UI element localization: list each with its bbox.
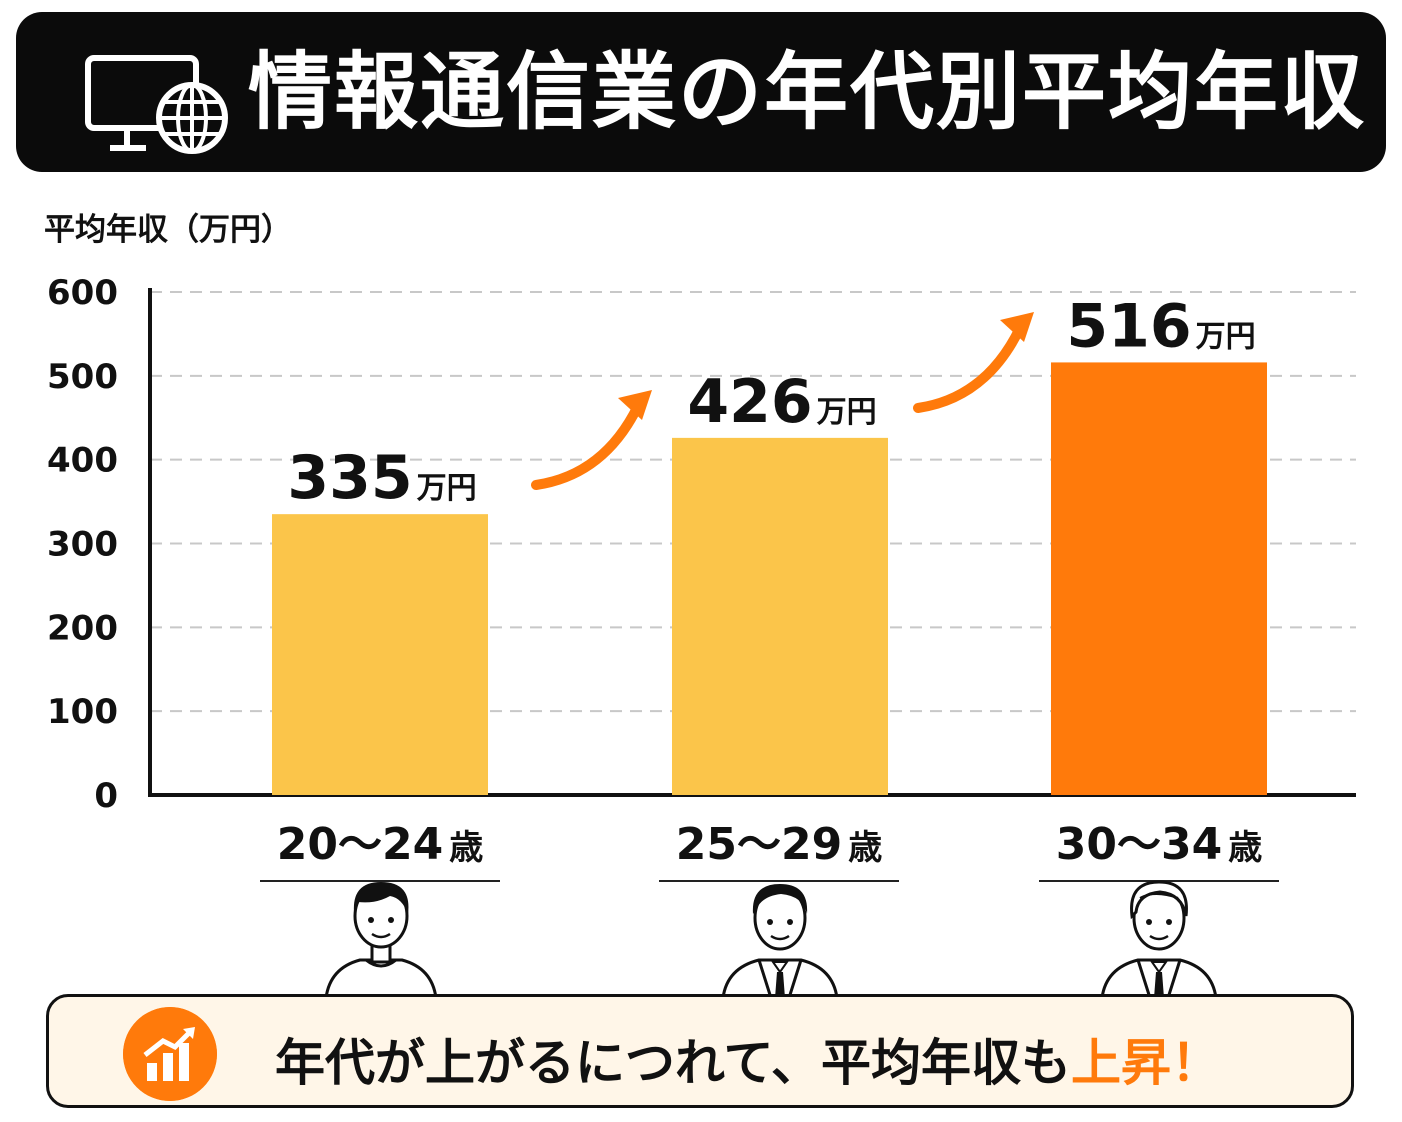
growth-chart-icon <box>123 1007 217 1101</box>
page-title: 情報通信業の年代別平均年収 <box>248 43 1367 141</box>
bar-value-label: 335 万円 <box>287 443 476 513</box>
category-suffix: 歳 <box>449 828 484 868</box>
young-man-tshirt-icon <box>324 882 438 998</box>
bar <box>272 514 488 795</box>
bar-value-label: 426 万円 <box>687 367 876 437</box>
category-label-1: 25〜29 歳 <box>659 808 899 882</box>
category-suffix: 歳 <box>1228 828 1263 868</box>
increase-arrow-head <box>1000 312 1034 342</box>
bar <box>1051 362 1267 795</box>
title-bar: 情報通信業の年代別平均年収 <box>16 12 1386 172</box>
y-tick-label: 200 <box>47 608 118 648</box>
increase-arrow <box>531 401 643 490</box>
category-range: 30〜34 <box>1055 819 1223 870</box>
bar-chart: 0 100 200 300 400 500 600 335 万円 426 万円 516 万円 <box>47 273 1356 810</box>
bar-value-label: 516 万円 <box>1066 291 1255 361</box>
increase-arrow <box>913 323 1025 413</box>
y-tick-label: 300 <box>47 525 118 565</box>
y-tick-label: 500 <box>47 357 118 397</box>
y-axis-title: 平均年収（万円） <box>44 212 292 248</box>
category-suffix: 歳 <box>848 828 883 868</box>
category-range: 25〜29 <box>675 819 843 870</box>
y-tick-label: 0 <box>94 776 118 810</box>
increase-arrow-head <box>618 390 652 420</box>
category-label-0: 20〜24 歳 <box>260 808 500 882</box>
summary-main-text: 年代が上がるにつれて、平均年収も <box>275 1034 1071 1092</box>
y-tick-label: 600 <box>47 273 118 313</box>
category-range: 20〜24 <box>276 819 444 870</box>
y-tick-label: 400 <box>47 441 118 481</box>
older-man-suit-icon <box>1100 880 1218 998</box>
y-tick-label: 100 <box>47 692 118 732</box>
category-label-2: 30〜34 歳 <box>1039 808 1279 882</box>
man-suit-icon <box>721 884 839 998</box>
summary-box: 年代が上がるにつれて、平均年収も上昇！ <box>46 994 1354 1108</box>
monitor-globe-icon <box>85 55 228 154</box>
summary-text: 年代が上がるにつれて、平均年収も上昇！ <box>275 1023 1221 1095</box>
summary-highlight: 上昇！ <box>1071 1034 1221 1092</box>
bar <box>672 437 888 795</box>
